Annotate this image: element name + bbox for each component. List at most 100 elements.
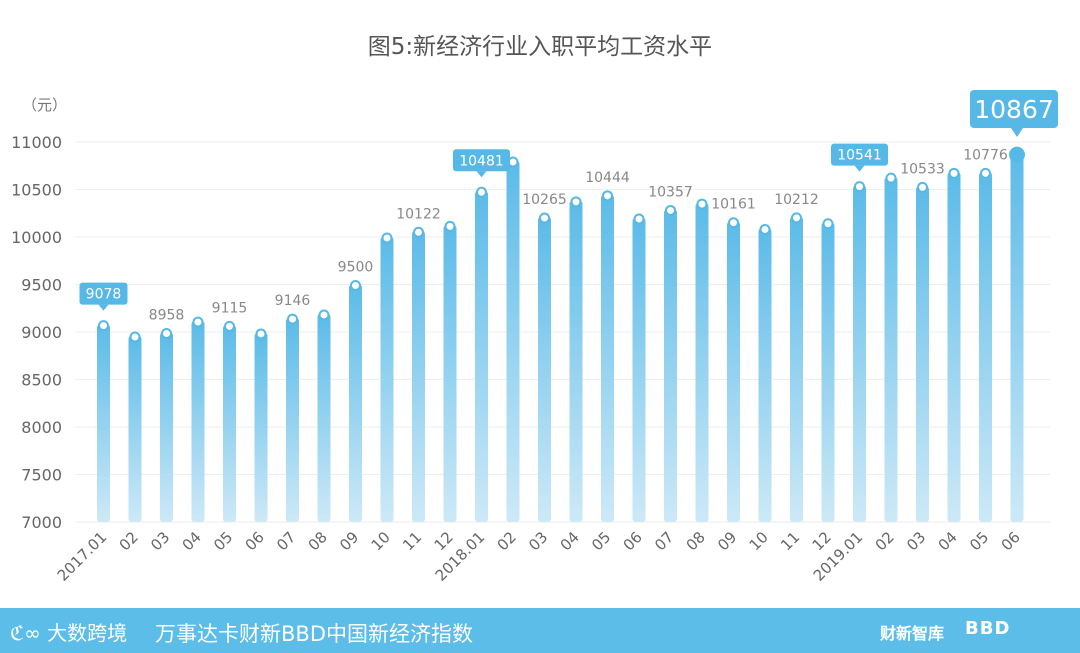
bar-chart: 图5:新经济行业入职平均工资水平 （元） 7000 7500 8000 8500 900…	[11, 34, 1058, 585]
grid-lines	[75, 141, 1050, 523]
callout-text: 9078	[86, 287, 122, 303]
bar	[884, 177, 898, 522]
bar-marker	[287, 313, 298, 325]
data-label: 10212	[774, 192, 819, 208]
bar-marker	[570, 196, 582, 208]
bar-marker	[129, 331, 141, 343]
bar	[349, 284, 362, 522]
bar	[853, 185, 866, 523]
callout-text: 10481	[459, 153, 504, 169]
y-tick-label: 8500	[21, 371, 62, 390]
bar-marker	[633, 213, 645, 225]
x-tick-label: 03	[147, 528, 173, 554]
bar	[506, 161, 520, 522]
chart-title: 图5:新经济行业入职平均工资水平	[368, 34, 712, 60]
bar-marker	[1009, 146, 1025, 163]
bar-marker	[602, 190, 613, 202]
bar	[128, 335, 142, 522]
data-label: 10533	[900, 161, 945, 177]
bar	[569, 200, 583, 522]
bar-marker	[318, 309, 330, 321]
bar	[286, 318, 299, 522]
x-tick-label: 08	[305, 528, 331, 554]
footer-bar: ℭ∞ 大数跨境 万事达卡财新BBD中国新经济指数 财新智库 BBD	[0, 608, 1080, 653]
bar	[443, 225, 457, 522]
x-tick-label: 09	[714, 528, 740, 554]
bar	[412, 231, 425, 523]
x-tick-label: 02	[494, 528, 520, 554]
bar	[664, 209, 677, 522]
callout-text: 10541	[837, 148, 882, 164]
data-label: 9115	[212, 300, 248, 316]
bar-marker	[791, 212, 802, 224]
logo-icon: ℭ∞	[10, 621, 48, 645]
x-tick-label: 04	[179, 528, 205, 554]
data-label: 10357	[648, 184, 693, 200]
x-tick-label: 06	[998, 528, 1024, 554]
bar	[916, 186, 929, 523]
x-tick-label: 05	[210, 528, 236, 554]
callout-pointer	[98, 304, 109, 311]
bar-marker	[255, 328, 267, 340]
callout-label: 9078	[79, 282, 128, 311]
bar-marker	[192, 316, 204, 328]
x-tick-label: 11	[777, 528, 803, 554]
bar	[695, 203, 709, 522]
bar-marker	[413, 226, 424, 238]
callout-label: 10481	[453, 149, 510, 178]
callout-pointer	[854, 165, 865, 172]
bar	[97, 324, 110, 522]
x-tick-label: 06	[620, 528, 646, 554]
x-tick-label: 05	[588, 528, 614, 554]
x-tick-label: 08	[683, 528, 709, 554]
x-tick-label: 03	[903, 528, 929, 554]
bar-marker	[885, 172, 897, 184]
data-label: 10776	[963, 147, 1008, 163]
callout-pointer	[1011, 128, 1023, 137]
bar	[979, 172, 992, 522]
bar-marker	[948, 167, 960, 179]
bar-marker	[350, 280, 361, 291]
x-tick-label: 07	[651, 528, 677, 554]
bar	[380, 237, 394, 522]
y-tick-label: 9500	[21, 276, 62, 295]
x-tick-label: 10	[746, 528, 772, 554]
bar	[254, 332, 268, 522]
data-label: 8958	[149, 307, 185, 323]
bar	[601, 194, 614, 522]
bar-marker	[539, 212, 550, 224]
bar	[191, 321, 205, 522]
bar-marker	[224, 320, 235, 332]
bar	[317, 313, 331, 522]
bar-marker	[854, 181, 865, 193]
y-tick-label: 10500	[11, 181, 62, 200]
y-tick-label: 11000	[11, 133, 62, 152]
footer-title: 万事达卡财新BBD中国新经济指数	[155, 622, 473, 646]
bar-marker	[444, 220, 456, 232]
y-tick-label: 7000	[21, 513, 62, 532]
data-label: 9500	[338, 260, 374, 276]
bar-marker	[980, 167, 991, 179]
bar-marker	[822, 218, 834, 230]
callout-text: 10867	[974, 95, 1054, 124]
x-tick-label: 09	[336, 528, 362, 554]
bar	[758, 228, 772, 522]
callout-label: 10541	[831, 143, 888, 172]
callout-pointer	[476, 171, 487, 178]
bar	[1010, 154, 1024, 522]
x-tick-label: 02	[872, 528, 898, 554]
x-tick-label: 06	[242, 528, 268, 554]
callout-box	[831, 143, 888, 166]
x-tick-label: 02	[116, 528, 142, 554]
footer-brand-caixin: 财新智库	[880, 624, 945, 643]
bar	[475, 191, 488, 522]
callout-box	[453, 149, 510, 172]
bar-marker	[476, 186, 487, 198]
bar	[947, 172, 961, 522]
bar-marker	[381, 232, 393, 244]
bar	[727, 221, 740, 522]
bar-marker	[759, 223, 771, 235]
x-tick-label: 2017.01	[54, 528, 111, 585]
callout-box	[79, 282, 128, 305]
bar-marker	[728, 217, 739, 229]
